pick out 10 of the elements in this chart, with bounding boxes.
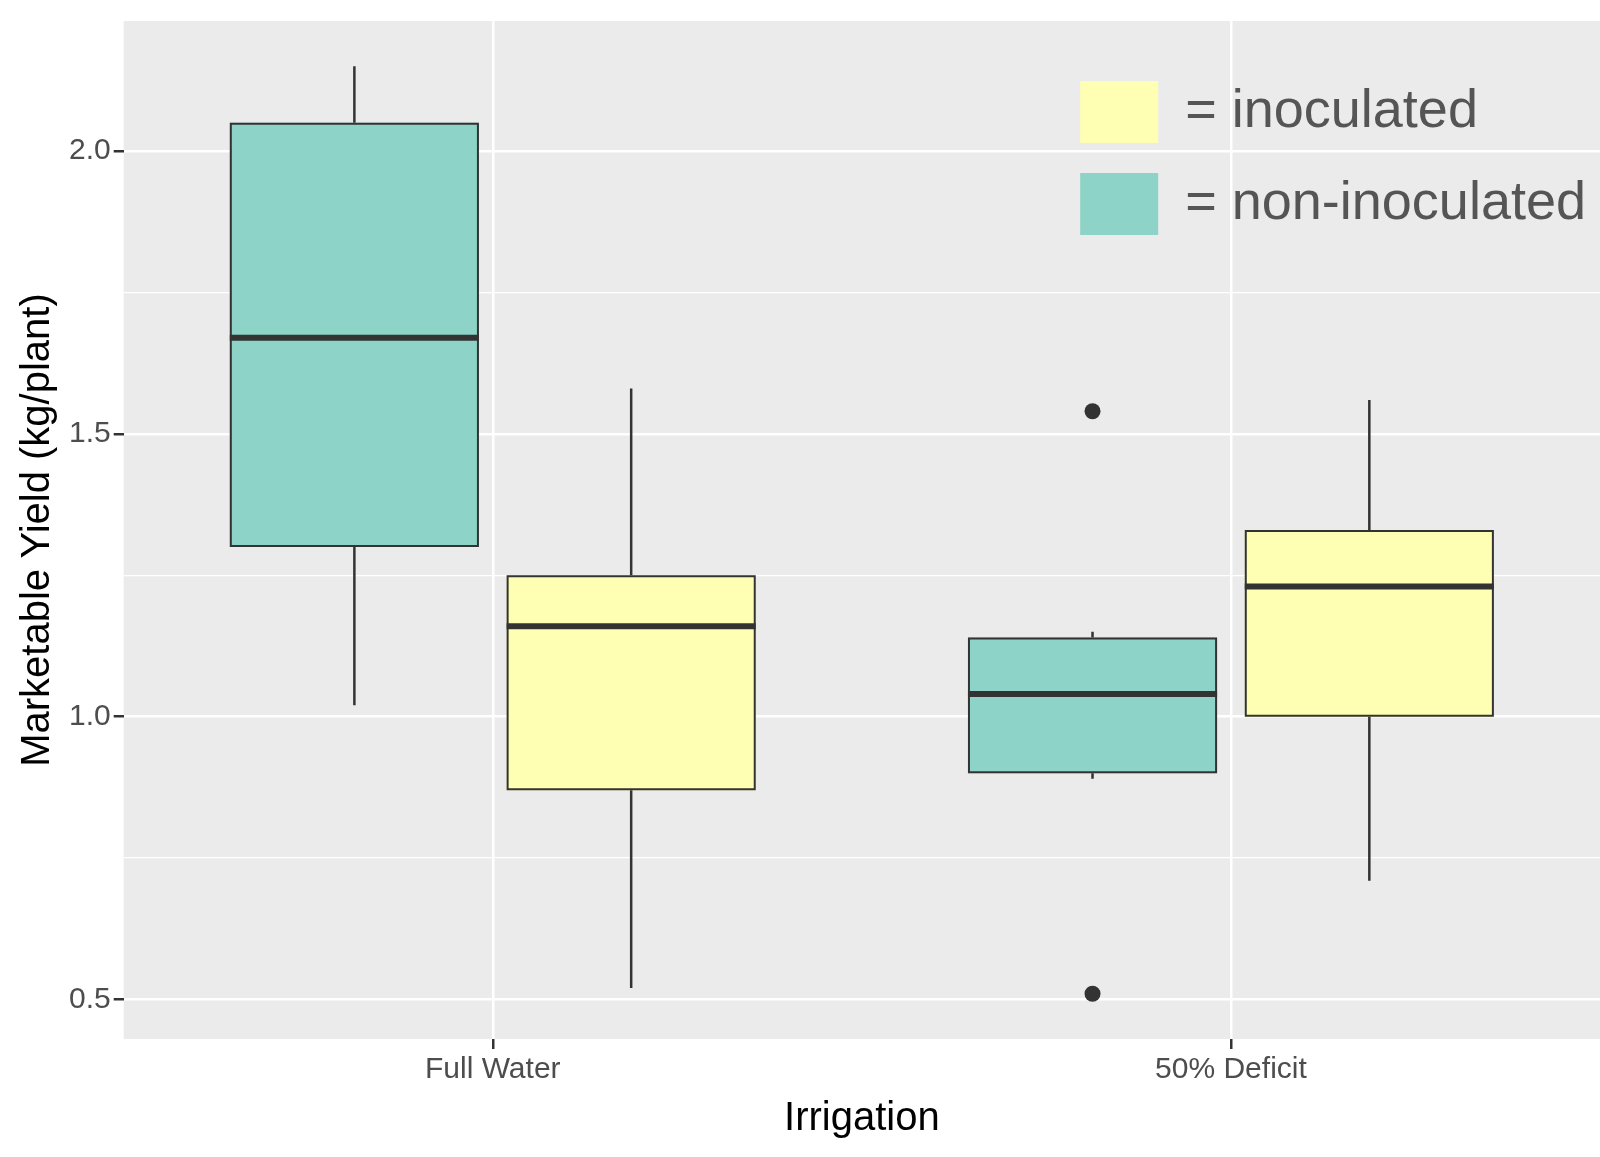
y-tick-label: 1.5: [68, 415, 111, 449]
y-tick-label: 0.5: [68, 980, 111, 1014]
legend-label: = non-inoculated: [1185, 169, 1586, 230]
x-axis-title: Irrigation: [784, 1094, 940, 1139]
y-tick-label: 2.0: [68, 132, 111, 166]
y-tick-label: 1.0: [68, 697, 111, 731]
x-tick-label: Full Water: [424, 1051, 561, 1085]
legend-label: = inoculated: [1185, 77, 1478, 138]
y-axis-title: Marketable Yield (kg/plant): [13, 293, 58, 767]
x-tick-label: 50% Deficit: [1155, 1051, 1308, 1085]
